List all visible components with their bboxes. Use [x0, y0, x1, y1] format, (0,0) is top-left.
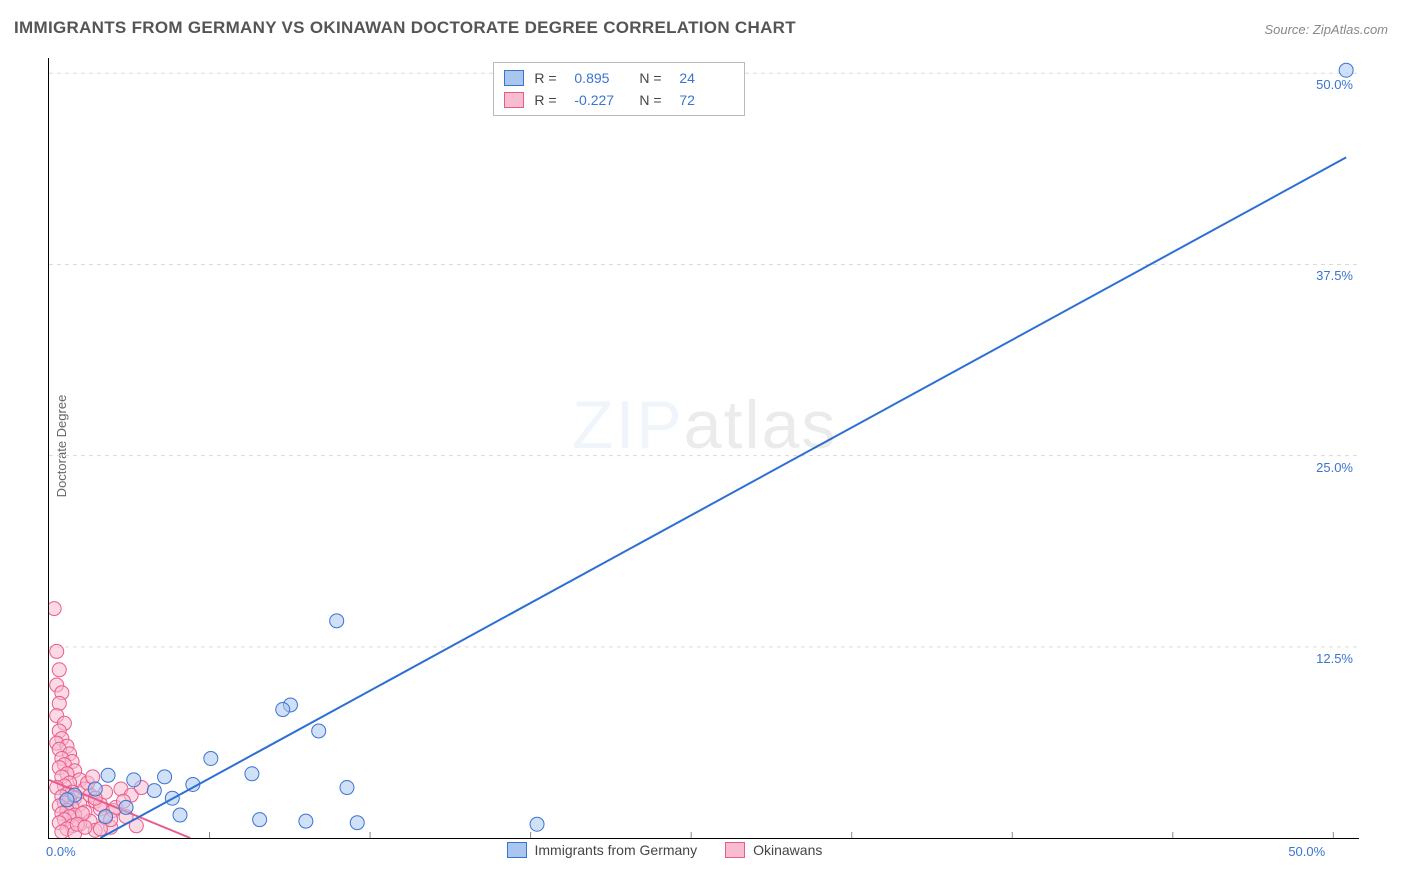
n-label: N = — [639, 92, 669, 108]
legend-swatch — [504, 70, 524, 86]
legend-label: Immigrants from Germany — [535, 842, 698, 858]
r-label: R = — [534, 92, 564, 108]
data-point — [55, 825, 69, 838]
data-point — [50, 644, 64, 658]
chart-title: IMMIGRANTS FROM GERMANY VS OKINAWAN DOCT… — [14, 18, 796, 38]
data-point — [52, 663, 66, 677]
data-point — [127, 773, 141, 787]
data-point — [312, 724, 326, 738]
data-point — [49, 602, 61, 616]
data-point — [99, 810, 113, 824]
data-point — [245, 767, 259, 781]
data-point — [204, 751, 218, 765]
correlation-legend: R = 0.895 N = 24 R = -0.227 N = 72 — [493, 62, 745, 116]
y-tick-label: 25.0% — [1298, 460, 1353, 475]
y-tick-label: 50.0% — [1298, 77, 1353, 92]
data-point — [60, 793, 74, 807]
plot-area — [48, 58, 1359, 839]
legend-swatch — [725, 842, 745, 858]
r-value: 0.895 — [574, 70, 629, 86]
y-tick-label: 12.5% — [1298, 651, 1353, 666]
data-point — [52, 696, 66, 710]
data-point — [253, 813, 267, 827]
data-point — [88, 782, 102, 796]
trend-line — [100, 157, 1346, 838]
data-point — [530, 817, 544, 831]
data-point — [119, 800, 133, 814]
data-point — [158, 770, 172, 784]
source-label: Source: ZipAtlas.com — [1264, 22, 1388, 37]
r-value: -0.227 — [574, 92, 629, 108]
data-point — [147, 784, 161, 798]
data-point — [340, 781, 354, 795]
legend-item: Okinawans — [725, 842, 822, 858]
data-point — [173, 808, 187, 822]
x-tick-label: 0.0% — [46, 844, 76, 859]
data-point — [299, 814, 313, 828]
data-point — [86, 770, 100, 784]
series-legend: Immigrants from Germany Okinawans — [507, 842, 823, 858]
x-tick-label: 50.0% — [1288, 844, 1325, 859]
data-point — [1339, 63, 1353, 77]
data-point — [276, 703, 290, 717]
data-point — [330, 614, 344, 628]
r-label: R = — [534, 70, 564, 86]
n-label: N = — [639, 70, 669, 86]
legend-label: Okinawans — [753, 842, 822, 858]
legend-swatch — [507, 842, 527, 858]
chart-svg — [49, 58, 1359, 838]
data-point — [78, 820, 92, 834]
legend-item: Immigrants from Germany — [507, 842, 698, 858]
n-value: 72 — [679, 92, 734, 108]
legend-row: R = -0.227 N = 72 — [504, 89, 734, 111]
n-value: 24 — [679, 70, 734, 86]
y-tick-label: 37.5% — [1298, 268, 1353, 283]
legend-row: R = 0.895 N = 24 — [504, 67, 734, 89]
data-point — [101, 768, 115, 782]
legend-swatch — [504, 92, 524, 108]
data-point — [350, 816, 364, 830]
